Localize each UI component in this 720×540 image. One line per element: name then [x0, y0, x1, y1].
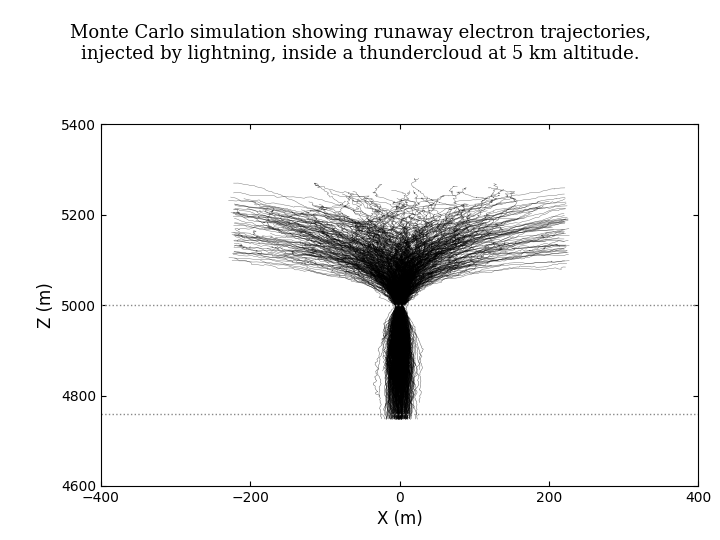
Y-axis label: Z (m): Z (m): [37, 282, 55, 328]
Text: Monte Carlo simulation showing runaway electron trajectories,
injected by lightn: Monte Carlo simulation showing runaway e…: [70, 24, 650, 63]
X-axis label: X (m): X (m): [377, 510, 423, 529]
